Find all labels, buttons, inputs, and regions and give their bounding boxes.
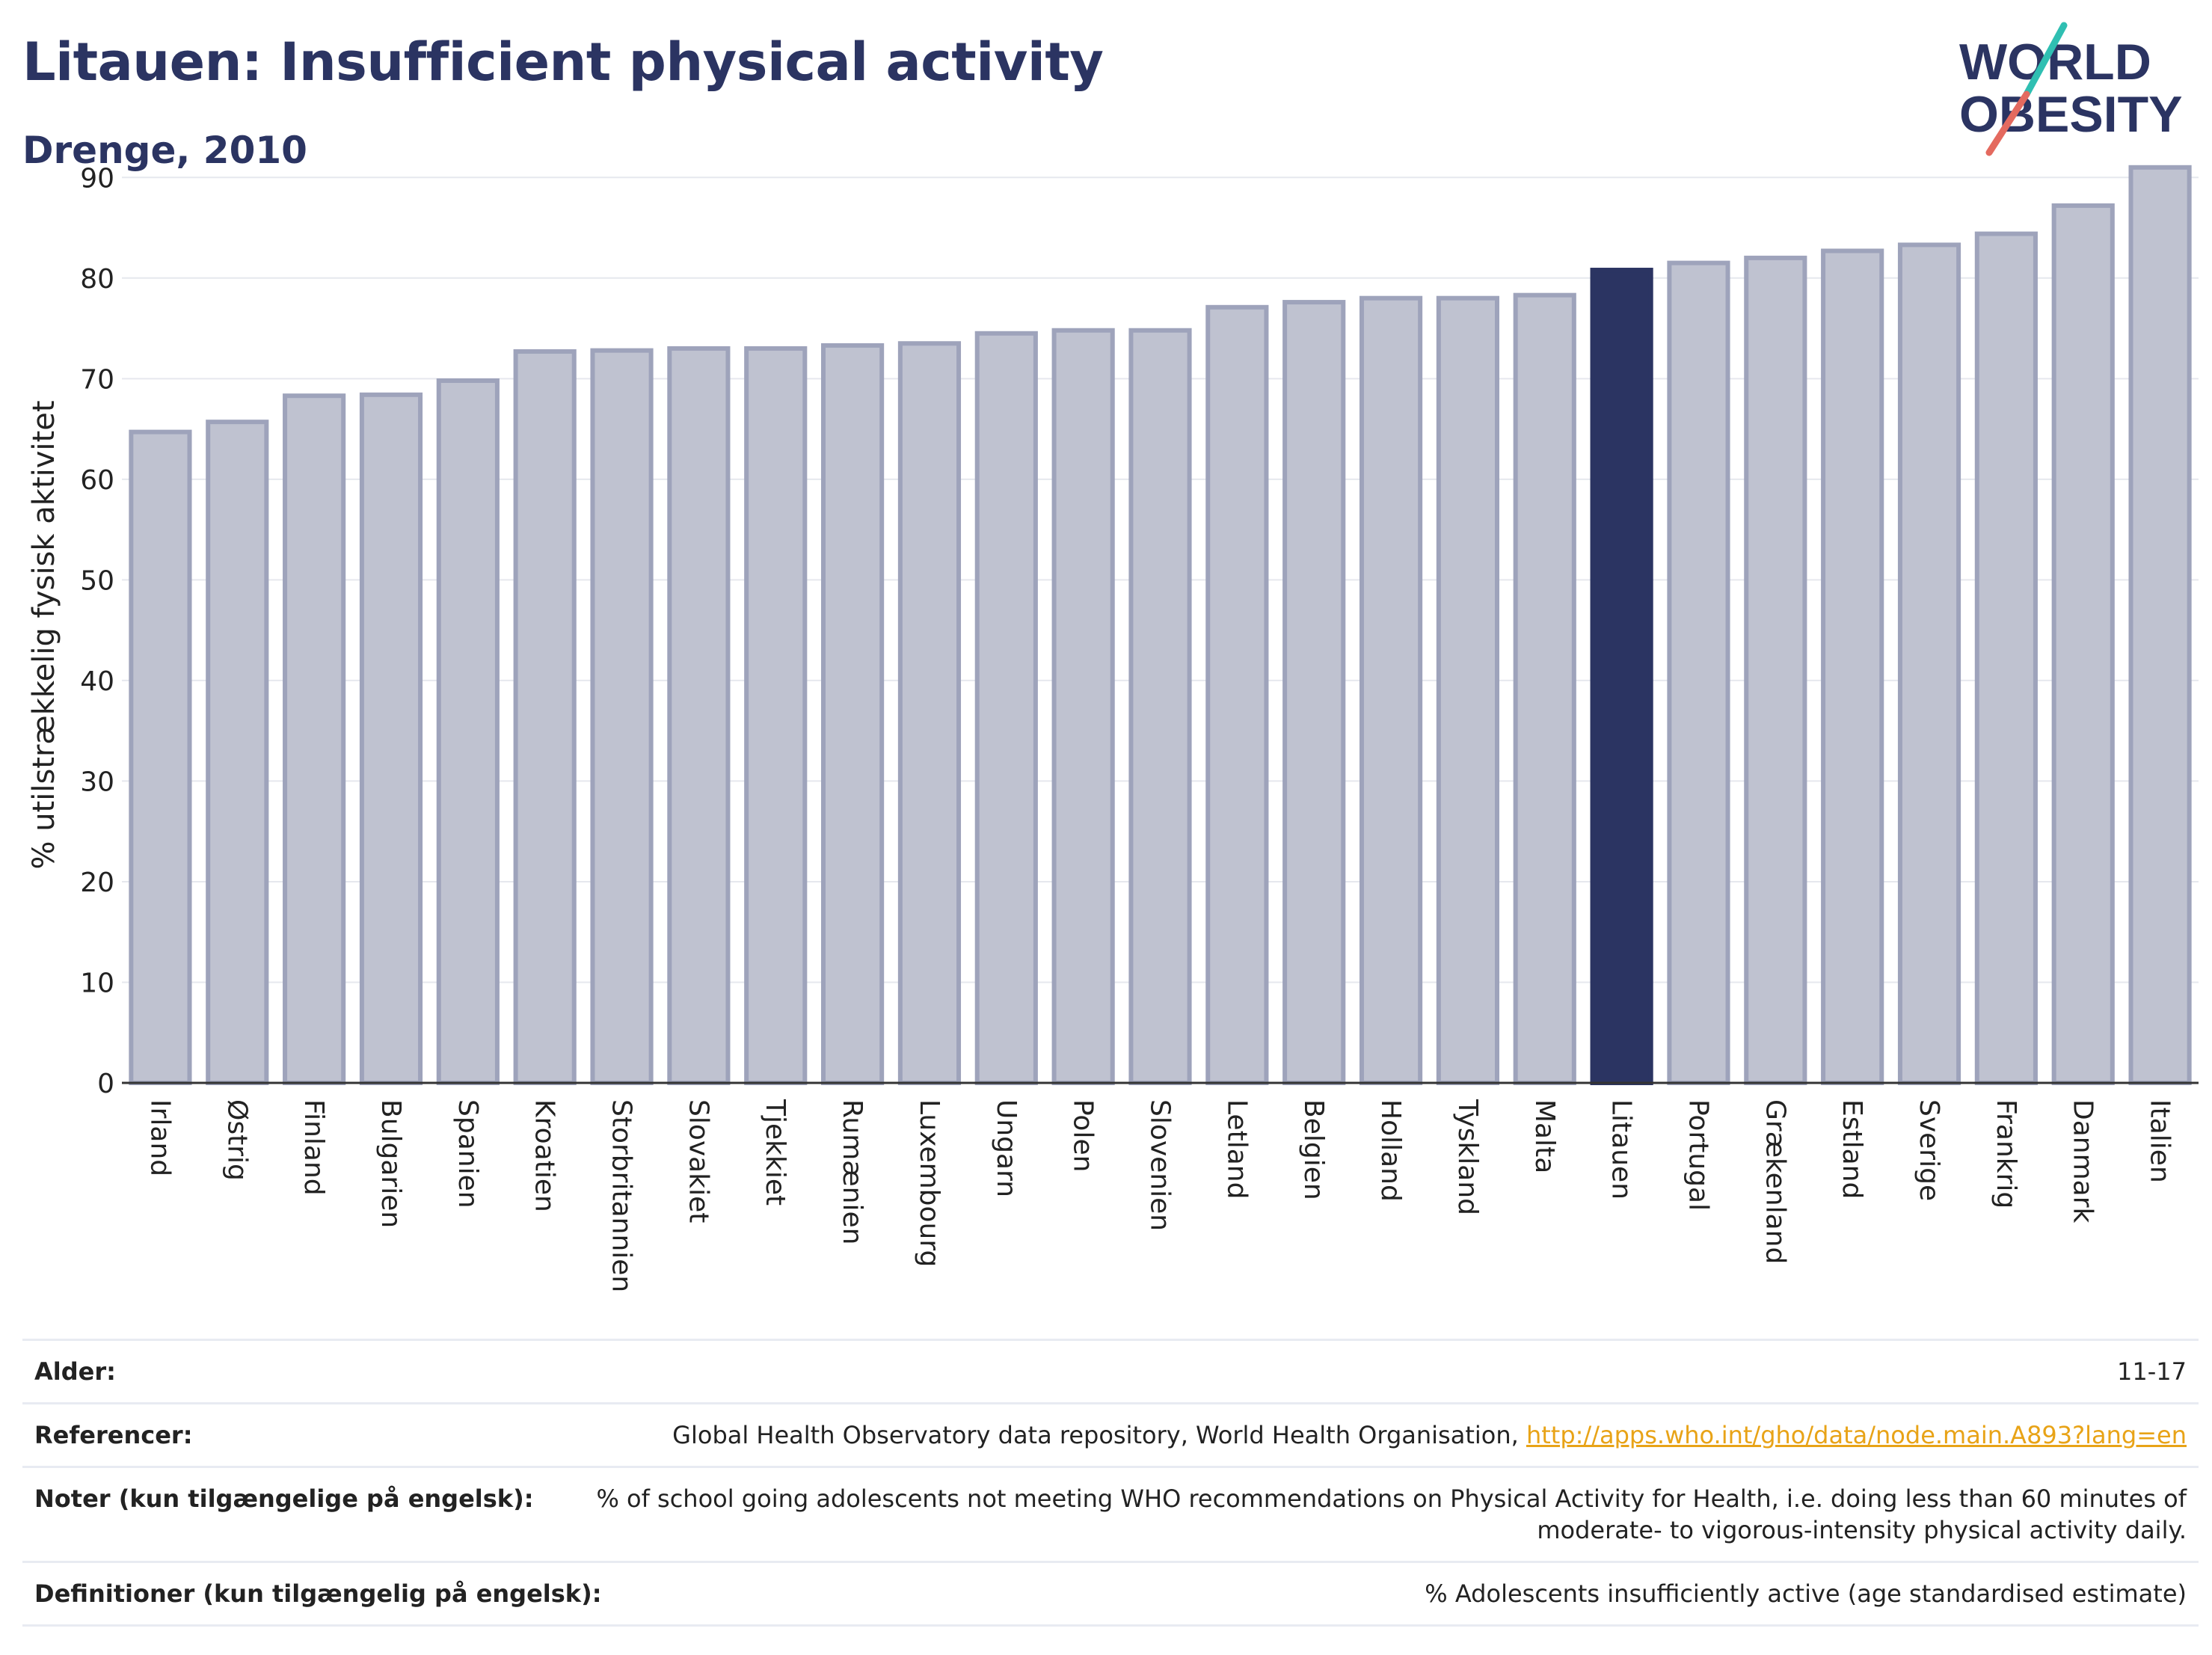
bar-spanien [436, 378, 500, 1086]
x-tick-label: Irland [144, 1099, 175, 1176]
x-tick-label: Østrig [221, 1099, 252, 1181]
meta-row-age: Alder: 11-17 [22, 1339, 2199, 1402]
x-tick-label: Tjekkiet [760, 1099, 790, 1206]
y-tick-label: 40 [80, 666, 114, 697]
bar-danmark [2051, 203, 2115, 1085]
x-tick-label: Tyskland [1452, 1099, 1483, 1215]
x-tick-label: Spanien [452, 1099, 483, 1209]
bar-litauen [1590, 268, 1653, 1086]
bar-ungarn [974, 331, 1038, 1086]
logo-slash-teal [2023, 22, 2068, 98]
x-tick-label: Storbritannien [606, 1099, 637, 1292]
bar-slovakiet [667, 346, 731, 1085]
x-tick-label: Slovenien [1145, 1099, 1176, 1231]
x-axis-ticks: Irland Østrig Finland Bulgarien Spanien Kroat… [144, 1099, 2175, 1292]
x-tick-label: Letland [1221, 1099, 1252, 1199]
chart-title: Litauen: Insufficient physical activity [22, 31, 1104, 93]
bar-slovenien [1128, 328, 1192, 1085]
bar-luxembourg [897, 341, 962, 1085]
x-tick-label: Bulgarien [375, 1099, 406, 1228]
bar-bulgarien [359, 392, 423, 1085]
meta-row-definitions: Definitioner (kun tilgængelig på engelsk… [22, 1561, 2199, 1627]
y-axis-ticks: 0 10 20 30 40 50 60 70 80 90 [80, 163, 114, 1099]
bar-belgien [1282, 300, 1346, 1085]
bar-irland [129, 429, 192, 1085]
x-tick-label: Frankrig [1991, 1099, 2021, 1209]
bar-kroatien [513, 348, 577, 1085]
bar-tyskland [1436, 295, 1499, 1086]
references-value: Global Health Observatory data repositor… [672, 1419, 2187, 1451]
bar-rumænien [821, 343, 885, 1085]
references-link[interactable]: http://apps.who.int/gho/data/node.main.A… [1526, 1421, 2187, 1449]
x-tick-label: Luxembourg [914, 1099, 944, 1267]
y-tick-label: 10 [80, 968, 114, 998]
x-tick-label: Litauen [1606, 1099, 1637, 1200]
logo-slash-coral [1985, 90, 2030, 156]
x-tick-label: Rumænien [837, 1099, 867, 1244]
x-tick-label: Portugal [1683, 1099, 1713, 1211]
meta-row-references: Referencer: Global Health Observatory da… [22, 1402, 2199, 1466]
bar-portugal [1667, 260, 1730, 1086]
notes-value: % of school going adolescents not meetin… [596, 1484, 2187, 1544]
x-tick-label: Danmark [2068, 1099, 2098, 1223]
y-tick-label: 50 [80, 565, 114, 596]
bar-estland [1821, 248, 1884, 1085]
x-tick-label: Ungarn [991, 1099, 1021, 1197]
logo-obesity-text: OBESITY [1959, 86, 2183, 143]
y-tick-label: 30 [80, 767, 114, 797]
meta-row-notes: Noter (kun tilgængelige på engelsk): % o… [22, 1466, 2199, 1561]
bar-italien [2128, 165, 2192, 1085]
y-tick-label: 90 [80, 163, 114, 194]
x-tick-label: Italien [2145, 1099, 2175, 1183]
x-tick-label: Estland [1837, 1099, 1867, 1199]
definitions-label: Definitioner (kun tilgængelig på engelsk… [34, 1579, 602, 1608]
x-tick-label: Belgien [1298, 1099, 1329, 1200]
y-tick-label: 70 [80, 364, 114, 395]
references-text: Global Health Observatory data repositor… [672, 1421, 1526, 1449]
chart-subtitle: Drenge, 2010 [22, 129, 307, 172]
bar-sverige [1897, 242, 1961, 1086]
metadata-table: Alder: 11-17 Referencer: Global Health O… [22, 1339, 2199, 1627]
y-axis-label: % utilstrækkelig fysisk aktivitet [27, 400, 61, 869]
bar-polen [1051, 328, 1115, 1085]
age-value: 11-17 [2117, 1357, 2187, 1386]
x-tick-label: Finland [298, 1099, 329, 1196]
y-tick-label: 60 [80, 465, 114, 496]
x-tick-label: Sverige [1914, 1099, 1944, 1201]
y-tick-label: 20 [80, 868, 114, 898]
bar-chart: 0 10 20 30 40 50 60 70 80 90 Irland Østrig Finland B… [27, 163, 2199, 1292]
bar-finland [283, 393, 346, 1085]
bar-malta [1513, 292, 1576, 1085]
references-label: Referencer: [34, 1421, 193, 1449]
bar-frankrig [1974, 231, 2038, 1085]
bars [129, 165, 2192, 1086]
notes-label: Noter (kun tilgængelige på engelsk): [34, 1484, 534, 1513]
bar-tjekkiet [744, 346, 808, 1085]
bar-holland [1359, 295, 1423, 1086]
age-label: Alder: [34, 1357, 116, 1386]
x-tick-label: Holland [1375, 1099, 1406, 1202]
x-tick-label: Kroatien [529, 1099, 560, 1212]
bar-østrig [206, 420, 269, 1085]
bar-storbritannien [590, 348, 654, 1085]
world-obesity-logo: WORLD OBESITY [1959, 22, 2183, 156]
x-tick-label: Malta [1529, 1099, 1560, 1173]
x-tick-label: Slovakiet [683, 1099, 713, 1223]
bar-letland [1205, 304, 1269, 1085]
x-tick-label: Grækenland [1760, 1099, 1790, 1264]
x-tick-label: Polen [1068, 1099, 1099, 1172]
definitions-value: % Adolescents insufficiently active (age… [1425, 1579, 2187, 1608]
bar-grækenland [1744, 255, 1807, 1086]
y-tick-label: 80 [80, 264, 114, 295]
y-tick-label: 0 [97, 1069, 114, 1099]
